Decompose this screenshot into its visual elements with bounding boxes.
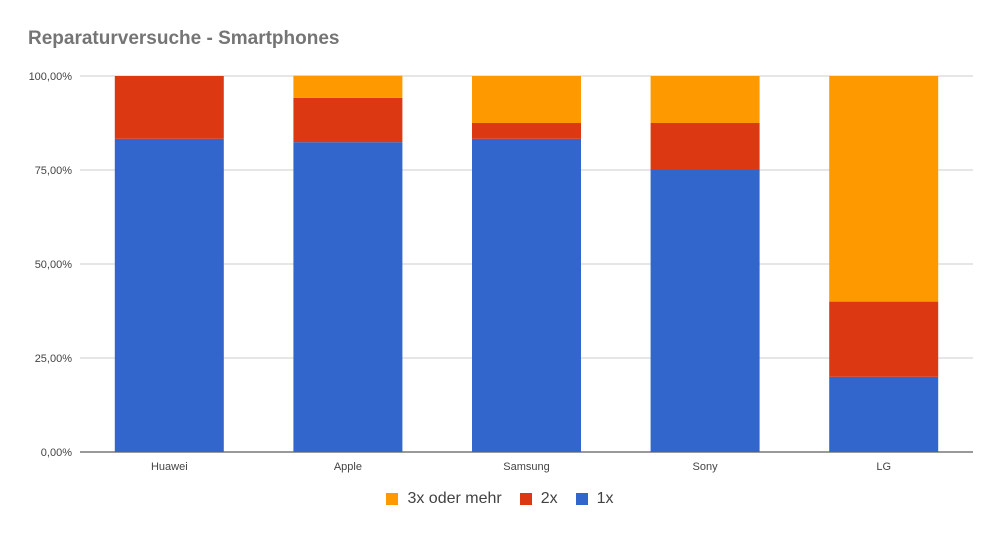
legend-label: 1x [596,490,614,507]
y-tick-label: 75,00% [35,165,73,177]
x-tick-label: LG [876,461,891,473]
bar-segment-1x [650,170,760,452]
x-tick-label: Huawei [151,461,188,473]
bar-segment-2x [650,123,760,170]
bar-segment-3x-oder-mehr [650,76,760,123]
y-tick-label: 100,00% [29,71,73,83]
chart-title: Reparaturversuche - Smartphones [28,28,340,49]
legend-label: 2x [540,490,558,507]
legend-swatch [575,493,588,505]
bar-segment-2x [472,123,581,139]
bar-segment-2x [114,76,224,139]
bar-segment-1x [114,138,224,453]
bar-segment-3x-oder-mehr [829,76,939,302]
legend-item-3x-oder-mehr[interactable]: 3x oder mehr [386,490,502,508]
y-tick-label: 25,00% [35,353,73,365]
legend-swatch [519,493,532,505]
legend-swatch [386,493,399,505]
bar-segment-2x [829,301,939,377]
y-tick-label: 50,00% [35,259,73,271]
bar-segment-1x [293,142,403,452]
bar-segment-2x [293,97,403,143]
bar-segment-1x [829,376,939,452]
x-tick-label: Apple [334,461,362,473]
bar-segment-3x-oder-mehr [293,75,403,98]
legend-item-1x[interactable]: 1x [575,490,614,508]
bar-segment-1x [472,138,581,453]
legend-item-2x[interactable]: 2x [519,490,558,508]
chart-legend: 3x oder mehr 2x 1x [0,490,1000,508]
x-tick-label: Sony [693,461,719,473]
legend-label: 3x oder mehr [407,490,502,507]
bar-segment-3x-oder-mehr [472,76,581,123]
x-tick-label: Samsung [503,461,549,473]
y-tick-label: 0,00% [41,447,72,459]
